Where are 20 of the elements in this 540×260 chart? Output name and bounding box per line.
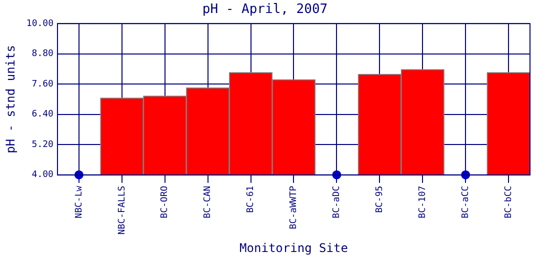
y-axis-title: pH - stnd units xyxy=(3,45,18,154)
x-tick-label: BC-bCC xyxy=(504,186,514,218)
x-tick-label: BC-CAN xyxy=(203,186,214,218)
y-tick-label: 8.80 xyxy=(32,49,54,60)
x-tick-label: BC-ORO xyxy=(160,186,170,218)
x-tick-label: BC-aWWTP xyxy=(289,185,300,230)
y-tick-label: 6.40 xyxy=(32,110,54,120)
x-tick-label: BC-95 xyxy=(375,186,385,213)
x-tick-label: BC-107 xyxy=(418,186,428,218)
x-tick-label: BC-aDC xyxy=(332,186,342,218)
x-axis-title: Monitoring Site xyxy=(240,240,348,255)
x-tick-label: BC-61 xyxy=(246,186,256,213)
y-tick-label: 10.00 xyxy=(26,18,54,29)
chart-title: pH - April, 2007 xyxy=(202,2,328,18)
x-tick-label: NBC-FALLS xyxy=(117,186,128,235)
y-tick-label: 5.20 xyxy=(32,140,54,150)
x-tick-label: BC-aCC xyxy=(460,186,471,218)
y-tick-label: 4.00 xyxy=(32,170,54,180)
x-tick-label: NBC-Lw xyxy=(74,185,84,218)
y-tick-label: 7.60 xyxy=(32,79,54,90)
